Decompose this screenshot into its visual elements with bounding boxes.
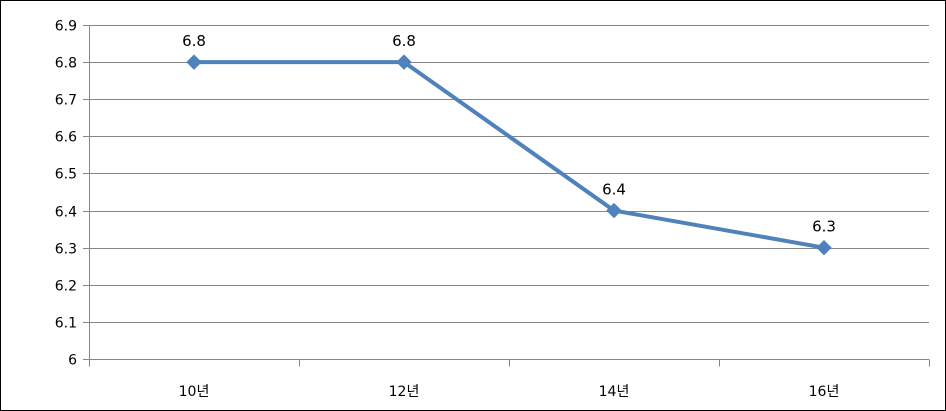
y-tick-label: 6.3 [55, 242, 77, 258]
y-tick-label: 6.2 [55, 279, 77, 295]
x-tick-label: 10년 [179, 384, 210, 400]
x-tick-label: 14년 [599, 384, 630, 400]
y-tick-label: 6.5 [55, 167, 77, 183]
series-line [192, 60, 826, 250]
data-point-marker [816, 239, 832, 256]
y-tick-label: 6.1 [55, 316, 77, 332]
x-tick-label: 12년 [389, 384, 420, 400]
data-series [186, 54, 832, 256]
data-point-marker [396, 54, 412, 70]
y-tick-label: 6 [68, 353, 77, 369]
data-point-marker [606, 202, 622, 219]
y-tick-label: 6.4 [55, 205, 77, 221]
data-labels: 6.8 6.8 6.4 6.3 [182, 32, 836, 236]
x-tick-label: 16년 [809, 384, 840, 400]
data-label: 6.3 [812, 218, 836, 236]
data-point-marker [186, 54, 202, 70]
y-tick-label: 6.8 [55, 56, 77, 72]
axes [83, 25, 930, 367]
data-label: 6.8 [182, 32, 206, 50]
data-label: 6.4 [602, 181, 626, 199]
y-tick-label: 6.9 [55, 19, 77, 35]
y-tick-labels: 6 6.1 6.2 6.3 6.4 6.5 6.6 6.7 6.8 6.9 [55, 19, 77, 369]
y-tick-label: 6.7 [55, 93, 77, 109]
data-label: 6.8 [392, 32, 416, 50]
y-tick-label: 6.6 [55, 130, 77, 146]
x-tick-labels: 10년 12년 14년 16년 [179, 384, 840, 400]
gridlines [89, 25, 929, 323]
